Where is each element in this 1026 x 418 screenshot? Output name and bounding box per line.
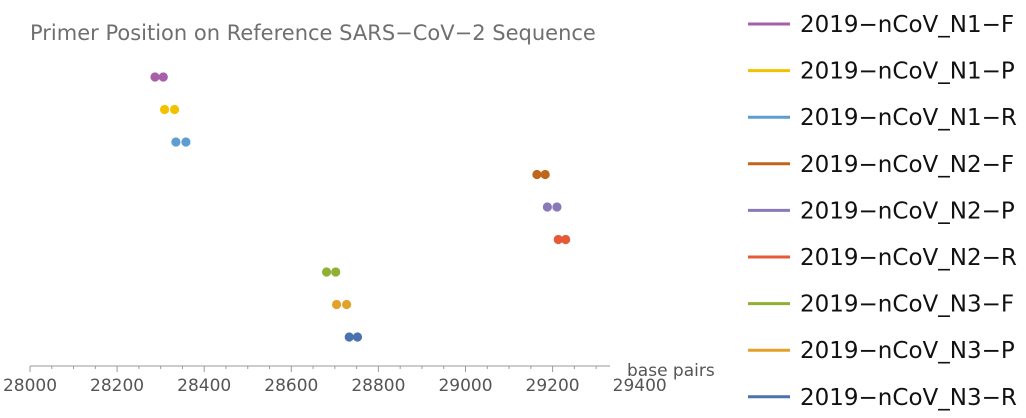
primer-point: [158, 72, 168, 82]
primer-point: [169, 104, 180, 115]
x-tick-label: 29200: [526, 376, 580, 396]
primer-point: [342, 299, 352, 310]
legend-label: 2019−nCoV_N1−P: [800, 59, 1015, 85]
legend-label: 2019−nCoV_N2−P: [800, 198, 1015, 224]
primer-point: [352, 332, 363, 342]
x-tick-label: 29400: [613, 376, 667, 396]
x-tick-label: 28400: [177, 376, 231, 396]
legend-label: 2019−nCoV_N2−F: [800, 152, 1014, 178]
x-tick-label: 28200: [90, 376, 144, 396]
primer-point: [552, 202, 562, 212]
primer-point: [321, 267, 332, 277]
x-axis: 28000 28200 28400 28600 28800 29000 29200 29400: [3, 365, 667, 396]
x-tick-label: 28800: [351, 376, 405, 396]
primer-point: [540, 169, 550, 180]
legend: 2019−nCoV_N1−F 2019−nCoV_N1−P 2019−nCoV_N1…: [748, 12, 1017, 411]
chart-title: Primer Position on Reference SARS−CoV−2 …: [30, 21, 596, 45]
primer-point: [542, 202, 552, 212]
x-axis-label: base pairs: [627, 361, 715, 381]
x-tick-label: 28000: [3, 376, 57, 396]
primer-point: [344, 332, 354, 342]
x-tick-label: 29000: [438, 376, 492, 396]
primer-point: [331, 267, 341, 277]
primer-point: [159, 104, 170, 115]
data-points: [150, 72, 571, 342]
legend-label: 2019−nCoV_N1−R: [800, 105, 1017, 131]
primer-point: [150, 72, 160, 82]
primer-point: [553, 234, 563, 245]
primer-point: [561, 234, 571, 245]
legend-label: 2019−nCoV_N3−F: [800, 292, 1014, 318]
legend-label: 2019−nCoV_N3−R: [800, 385, 1017, 411]
primer-point: [171, 137, 181, 147]
primer-point: [331, 299, 342, 310]
legend-label: 2019−nCoV_N2−R: [800, 245, 1017, 271]
legend-label: 2019−nCoV_N3−P: [800, 338, 1015, 364]
legend-label: 2019−nCoV_N1−F: [800, 12, 1014, 38]
x-tick-label: 28600: [264, 376, 318, 396]
primer-point: [532, 169, 542, 180]
primer-point: [181, 137, 191, 147]
